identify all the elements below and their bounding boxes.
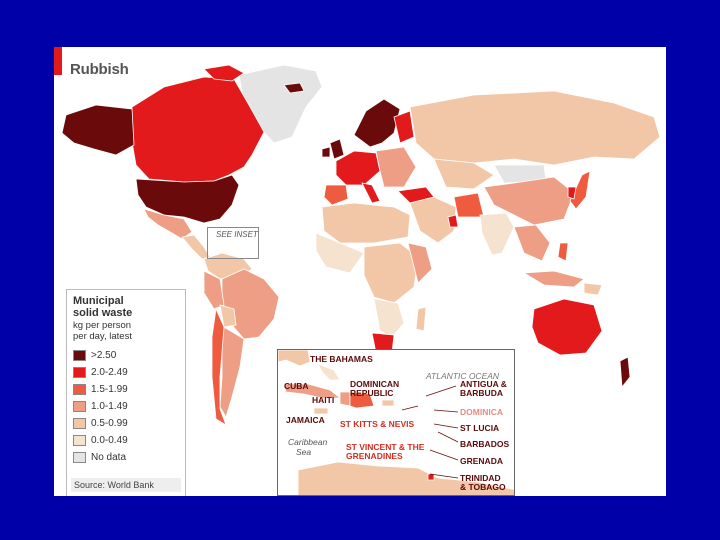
madagascar [415,306,427,332]
inset-label-caribbean-1: Caribbean [288,437,328,447]
legend-title-1: Municipal [73,295,124,307]
inset-label-barbados: BARBADOS [460,439,510,449]
legend-source: Source: World Bank [71,478,181,492]
alaska [61,104,135,156]
inset-label-st-vincent-1: ST VINCENT & THE [346,442,425,452]
legend-label: >2.50 [91,350,117,361]
legend-label: No data [91,452,127,463]
inset-trinidad [427,473,435,481]
legend-swatch [73,435,86,446]
north-africa [321,202,411,244]
uk [329,138,345,160]
peru [203,270,225,310]
argentina [219,326,245,418]
scandinavia [353,98,401,148]
brazil [221,268,280,340]
china [483,176,575,226]
gulf-states [447,214,459,228]
see-inset-label: SEE INSET [216,230,258,239]
philippines [557,242,569,262]
korea [567,186,577,200]
inset-map [278,350,514,495]
new-zealand [619,356,631,389]
legend-label: 0.0-0.49 [91,435,128,446]
italy [361,182,381,204]
world-map [61,64,661,426]
legend: Municipal solid waste kg per person per … [66,289,186,496]
inset-south-america [297,461,514,495]
inset-dominican-republic [349,391,375,409]
inset-label-dominican-1: DOMINICAN [350,379,400,389]
australia [531,298,603,356]
legend-swatch [73,452,86,463]
inset-label-antigua-1: ANTIGUA & [460,379,507,389]
inset-puerto-rico [381,399,395,407]
bolivia [219,304,237,328]
inset-label-st-vincent-2: GRENADINES [346,451,403,461]
inset-label-atlantic: ATLANTIC OCEAN [426,371,500,381]
legend-label: 1.0-1.49 [91,401,128,412]
east-africa [407,242,433,284]
southern-africa [373,298,405,338]
inset-label-trinidad-1: TRINIDAD [460,473,501,483]
inset-label-caribbean-2: Sea [296,447,312,457]
western-europe [335,150,381,186]
iran [453,192,485,218]
inset-florida [278,350,311,367]
legend-swatch [73,384,86,395]
legend-swatch [73,418,86,429]
inset-label-grenada: GRENADA [460,456,503,466]
caribbean-inset: THE BAHAMAS ATLANTIC OCEAN CUBA HAITI DO… [277,349,515,496]
png [583,282,603,296]
central-africa [363,242,419,304]
legend-swatch [73,367,86,378]
inset-label-dominica: DOMINICA [460,407,503,417]
inset-label-haiti: HAITI [312,395,335,405]
inset-label-jamaica: JAMAICA [286,415,325,425]
legend-swatch [73,350,86,361]
title-accent-bar [54,47,62,75]
mexico [143,208,193,240]
inset-label-bahamas: THE BAHAMAS [310,354,373,364]
iceland [283,82,305,94]
inset-label-cuba: CUBA [284,381,309,391]
legend-swatch [73,401,86,412]
indonesia [522,270,585,288]
inset-leader-lines [401,385,459,479]
map-title: Rubbish [70,61,129,78]
chile [211,307,227,426]
legend-title-2: solid waste [73,307,133,319]
inset-label-antigua-2: BARBUDA [460,388,503,398]
middle-east [409,196,457,244]
inset-label-st-kitts: ST KITTS & NEVIS [340,419,415,429]
russia [409,90,661,166]
inset-cuba [283,383,342,399]
usa [135,174,240,224]
india [479,212,515,256]
legend-label: 2.0-2.49 [91,367,128,378]
inset-haiti [339,391,351,407]
legend-subtitle-2: per day, latest [73,331,132,342]
legend-subtitle-1: kg per person [73,320,132,331]
iberia [323,184,349,206]
central-america [181,234,211,260]
inset-jamaica [313,407,329,415]
inset-label-st-lucia: ST LUCIA [460,423,500,433]
finland [393,110,415,144]
eastern-europe [375,146,417,188]
map-card: Rubbish [54,47,666,496]
inset-label-dominican-2: REPUBLIC [350,388,394,398]
legend-label: 1.5-1.99 [91,384,128,395]
inset-label-trinidad-2: & TOBAGO [460,482,506,492]
canada-islands [203,64,245,82]
ireland [321,146,331,158]
kazakhstan [433,158,495,190]
legend-label: 0.5-0.99 [91,418,128,429]
inset-bahamas [317,363,341,381]
see-inset-box: SEE INSET [207,227,259,259]
west-africa [315,232,365,274]
southeast-asia [513,224,551,262]
